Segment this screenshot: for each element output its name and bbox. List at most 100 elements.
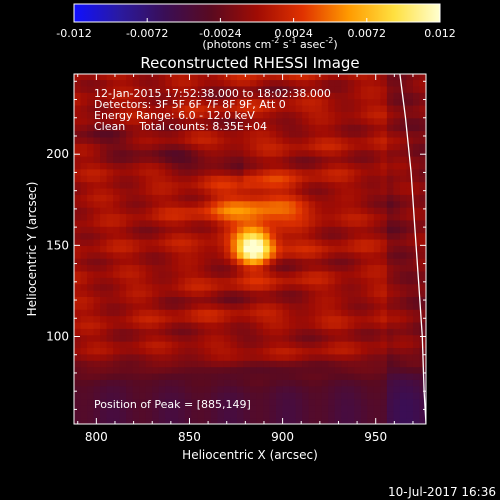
heatmap-cell: [178, 200, 186, 208]
heatmap-cell: [210, 168, 219, 176]
heatmap-cell: [152, 213, 160, 221]
heatmap-cell: [360, 226, 368, 234]
heatmap-cell: [113, 226, 121, 234]
heatmap-cell: [236, 277, 245, 285]
heatmap-cell: [113, 264, 121, 272]
heatmap-cell: [223, 245, 232, 253]
heatmap-cell: [230, 130, 238, 138]
heatmap-cell: [158, 149, 166, 157]
heatmap-cell: [119, 360, 127, 368]
heatmap-cell: [210, 372, 219, 380]
heatmap-cell: [341, 411, 349, 419]
heatmap-cell: [289, 162, 297, 170]
heatmap-cell: [334, 156, 342, 164]
heatmap-cell: [367, 258, 375, 266]
heatmap-cell: [399, 258, 408, 266]
heatmap-cell: [263, 207, 271, 215]
heatmap-cell: [145, 130, 153, 138]
heatmap-cell: [334, 302, 342, 310]
heatmap-cell: [87, 277, 95, 285]
heatmap-cell: [289, 302, 297, 310]
heatmap-cell: [171, 417, 179, 424]
heatmap-cell: [197, 341, 205, 349]
heatmap-cell: [165, 296, 173, 304]
heatmap-cell: [263, 296, 271, 304]
heatmap-cell: [113, 360, 121, 368]
heatmap-cell: [360, 341, 368, 349]
heatmap-cell: [347, 270, 355, 278]
heatmap-cell: [158, 385, 166, 393]
heatmap-cell: [315, 302, 323, 310]
heatmap-cell: [191, 175, 199, 183]
heatmap-cell: [263, 238, 271, 246]
heatmap-cell: [360, 264, 368, 272]
heatmap-cell: [328, 149, 336, 157]
heatmap-cell: [152, 385, 160, 393]
heatmap-cell: [119, 98, 127, 106]
heatmap-cell: [419, 194, 426, 202]
heatmap-cell: [152, 194, 160, 202]
heatmap-cell: [106, 149, 114, 157]
heatmap-cell: [406, 98, 414, 106]
heatmap-cell: [93, 156, 101, 164]
heatmap-cell: [256, 334, 264, 342]
heatmap-cell: [178, 238, 186, 246]
heatmap-cell: [406, 328, 414, 336]
heatmap-cell: [373, 411, 381, 419]
heatmap-cell: [419, 328, 426, 336]
heatmap-cell: [373, 321, 381, 329]
heatmap-cell: [289, 181, 297, 189]
heatmap-cell: [263, 360, 271, 368]
heatmap-cell: [243, 264, 251, 272]
heatmap-cell: [295, 136, 303, 144]
heatmap-cell: [341, 347, 349, 355]
heatmap-cell: [106, 398, 114, 406]
heatmap-cell: [393, 104, 401, 112]
heatmap-cell: [373, 85, 381, 93]
heatmap-cell: [178, 219, 186, 227]
heatmap-cell: [106, 321, 114, 329]
heatmap-cell: [393, 200, 401, 208]
heatmap-cell: [210, 207, 219, 215]
heatmap-cell: [386, 117, 395, 125]
heatmap-cell: [87, 213, 95, 221]
heatmap-cell: [230, 74, 238, 81]
heatmap-cell: [230, 366, 238, 374]
heatmap-cell: [393, 264, 401, 272]
heatmap-cell: [158, 238, 166, 246]
heatmap-cell: [269, 181, 277, 189]
heatmap-cell: [139, 219, 147, 227]
heatmap-cell: [197, 302, 205, 310]
heatmap-cell: [263, 175, 271, 183]
heatmap-cell: [80, 411, 88, 419]
heatmap-cell: [341, 296, 349, 304]
heatmap-cell: [184, 168, 192, 176]
heatmap-cell: [204, 417, 212, 424]
heatmap-cell: [119, 92, 127, 100]
heatmap-cell: [165, 372, 173, 380]
heatmap-cell: [269, 302, 277, 310]
heatmap-cell: [158, 411, 166, 419]
plot-frame: [73, 73, 427, 425]
heatmap-cell: [373, 200, 381, 208]
heatmap-cell: [276, 404, 284, 412]
heatmap-cell: [334, 130, 342, 138]
heatmap-cell: [373, 277, 381, 285]
heatmap-cell: [93, 341, 101, 349]
heatmap-cell: [263, 417, 271, 424]
heatmap-cell: [289, 277, 297, 285]
heatmap-cell: [308, 98, 316, 106]
heatmap-cell: [282, 98, 290, 106]
heatmap-cell: [243, 404, 251, 412]
heatmap-cell: [165, 175, 173, 183]
heatmap-cell: [419, 181, 426, 189]
heatmap-cell: [328, 270, 336, 278]
heatmap-cell: [184, 187, 192, 195]
heatmap-cell: [419, 79, 426, 87]
heatmap-cell: [100, 175, 108, 183]
heatmap-cell: [126, 302, 134, 310]
heatmap-cell: [126, 290, 134, 297]
heatmap-cell: [380, 245, 388, 253]
heatmap-cell: [236, 92, 245, 100]
heatmap-cell: [145, 124, 153, 132]
